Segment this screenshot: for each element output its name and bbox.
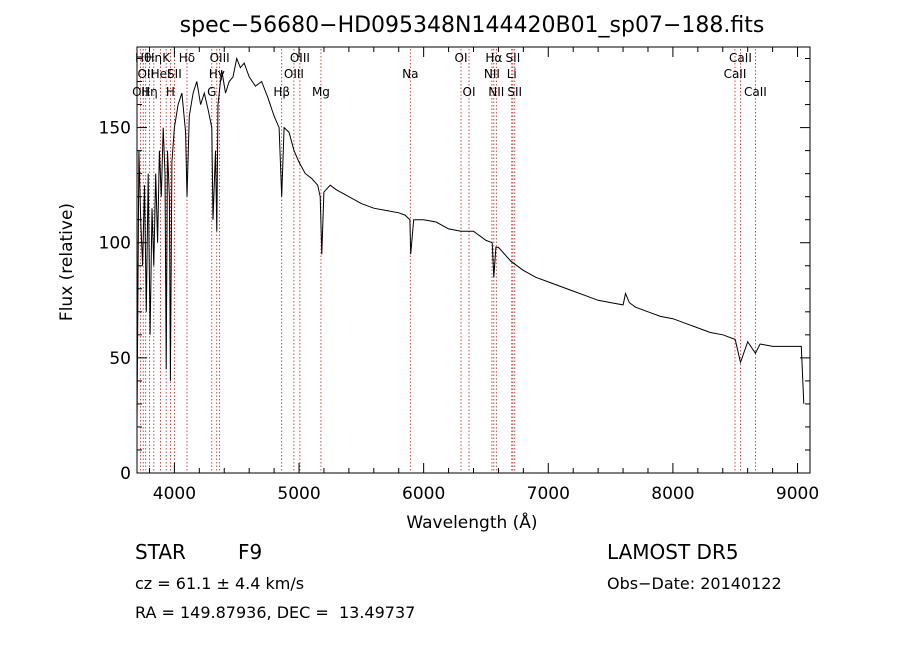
line-marker-label: SII — [167, 67, 182, 81]
line-markers — [139, 49, 756, 473]
survey-name: LAMOST DR5 — [607, 540, 739, 564]
x-tick-label: 4000 — [153, 484, 196, 504]
line-marker-label: Hδ — [179, 51, 195, 65]
line-marker-label: CaII — [729, 51, 752, 65]
line-marker-label: SII — [507, 85, 522, 99]
line-marker-label: CaII — [724, 67, 747, 81]
line-marker-label: Hβ — [273, 85, 290, 99]
line-marker-label: HeI — [151, 67, 171, 81]
x-axis-label: Wavelength (Å) — [406, 511, 537, 533]
line-marker-label: OIII — [210, 51, 230, 65]
spectrum-line — [136, 56, 805, 427]
observation-date: Obs−Date: 20140122 — [607, 574, 782, 593]
line-marker-label: OIII — [284, 67, 304, 81]
object-class: STAR — [135, 540, 186, 564]
line-marker-labels: OIIHθOIIHηHηHeIKHSIIHδGHγOIIIHβOIIIOIIIM… — [132, 51, 767, 99]
x-tick-label: 6000 — [402, 484, 445, 504]
line-marker-label: NII — [488, 85, 504, 99]
x-tick-label: 8000 — [651, 484, 694, 504]
y-tick-label: 150 — [99, 119, 131, 139]
coordinates: RA = 149.87936, DEC = 13.49737 — [135, 603, 416, 622]
line-marker-label: SII — [506, 51, 521, 65]
x-tick-label: 7000 — [527, 484, 570, 504]
x-tick-label: 9000 — [776, 484, 819, 504]
line-marker-label: CaII — [744, 85, 767, 99]
line-marker-label: K — [162, 51, 171, 65]
line-marker-label: OI — [455, 51, 468, 65]
plot-frame — [136, 46, 811, 474]
y-tick-label: 100 — [99, 234, 131, 254]
line-marker-label: Hη — [146, 51, 163, 65]
line-marker-label: OII — [132, 85, 149, 99]
line-marker-label: Li — [507, 67, 517, 81]
x-axis-ticks: 4000 5000 6000 7000 8000 9000 — [148, 47, 819, 504]
line-marker-label: Hα — [485, 51, 502, 65]
line-marker-label: OI — [463, 85, 476, 99]
line-marker-label: OIII — [290, 51, 310, 65]
redshift-value: cz = 61.1 ± 4.4 km/s — [135, 574, 305, 593]
line-marker-label: Na — [402, 67, 418, 81]
chart-title: spec−56680−HD095348N144420B01_sp07−188.f… — [180, 13, 765, 38]
line-marker-label: H — [166, 85, 175, 99]
line-marker-label: NII — [484, 67, 500, 81]
line-marker-label: G — [207, 85, 216, 99]
line-marker-label: Hη — [141, 85, 158, 99]
y-tick-label: 50 — [109, 349, 131, 369]
line-marker-label: Hθ — [135, 51, 151, 65]
object-subclass: F9 — [238, 540, 263, 564]
y-axis-label: Flux (relative) — [57, 203, 77, 321]
line-marker-label: Mg — [312, 85, 330, 99]
line-marker-label: OII — [137, 67, 154, 81]
x-tick-label: 5000 — [277, 484, 320, 504]
y-axis-ticks: 0 50 100 150 — [99, 58, 810, 484]
y-tick-label: 0 — [120, 464, 131, 484]
